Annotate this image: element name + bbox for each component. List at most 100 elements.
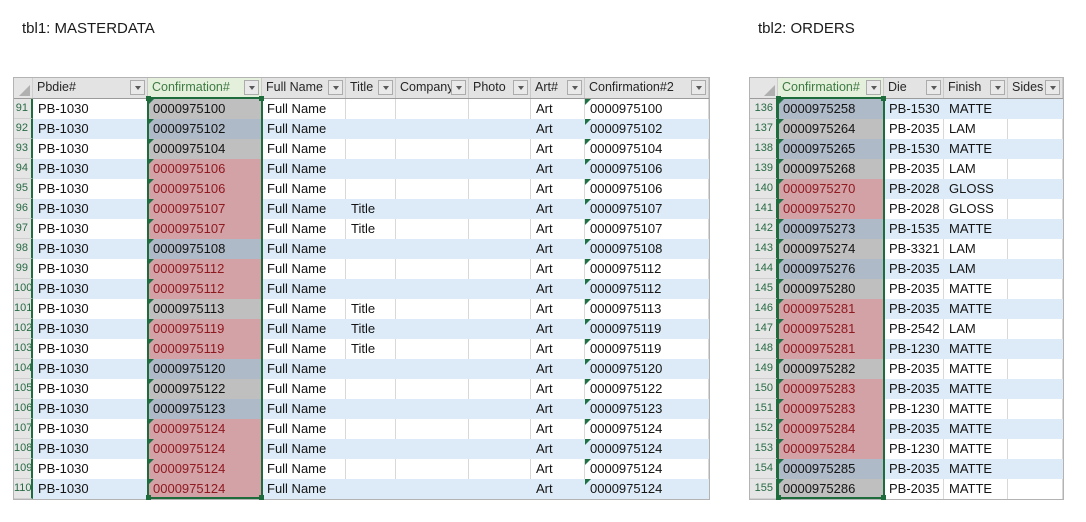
table-cell[interactable]: 0000975281 [778, 299, 884, 319]
table-cell[interactable] [346, 399, 396, 419]
filter-button[interactable] [691, 80, 706, 95]
table-cell[interactable]: PB-2035 [884, 259, 944, 279]
table-cell[interactable]: 0000975112 [148, 259, 262, 279]
table-cell[interactable]: Full Name [262, 239, 346, 259]
row-number[interactable]: 149 [750, 359, 778, 379]
table-cell[interactable]: Title [346, 219, 396, 239]
table-cell[interactable]: PB-1030 [33, 199, 148, 219]
filter-button[interactable] [567, 80, 582, 95]
table-cell[interactable]: Title [346, 199, 396, 219]
table-cell[interactable]: PB-1030 [33, 399, 148, 419]
row-number[interactable]: 143 [750, 239, 778, 259]
table-cell[interactable]: MATTE [944, 339, 1008, 359]
column-header-confirmation-[interactable]: Confirmation# [148, 78, 262, 98]
table-cell[interactable]: 0000975106 [585, 179, 709, 199]
table-cell[interactable]: MATTE [944, 459, 1008, 479]
table-cell[interactable]: MATTE [944, 359, 1008, 379]
table-cell[interactable]: Full Name [262, 259, 346, 279]
column-header-art-[interactable]: Art# [531, 78, 585, 98]
table-cell[interactable]: Art [531, 419, 585, 439]
table-cell[interactable]: Art [531, 479, 585, 499]
table-cell[interactable]: 0000975106 [148, 179, 262, 199]
table-cell[interactable]: 0000975104 [585, 139, 709, 159]
row-number[interactable]: 99 [14, 259, 33, 279]
table-cell[interactable]: LAM [944, 119, 1008, 139]
table-cell[interactable]: 0000975102 [585, 119, 709, 139]
row-number[interactable]: 152 [750, 419, 778, 439]
table-cell[interactable]: Art [531, 259, 585, 279]
table-cell[interactable] [396, 479, 469, 499]
table-cell[interactable] [469, 99, 531, 119]
table-cell[interactable] [1008, 479, 1063, 499]
table-cell[interactable]: PB-1030 [33, 479, 148, 499]
row-number[interactable]: 154 [750, 459, 778, 479]
table-cell[interactable]: 0000975124 [148, 439, 262, 459]
filter-button[interactable] [130, 80, 145, 95]
table-cell[interactable]: Title [346, 319, 396, 339]
table-cell[interactable]: 0000975107 [585, 199, 709, 219]
table-cell[interactable] [346, 379, 396, 399]
table-cell[interactable] [469, 419, 531, 439]
table-cell[interactable] [346, 139, 396, 159]
filter-button[interactable] [866, 80, 881, 95]
table-cell[interactable] [396, 99, 469, 119]
row-number[interactable]: 138 [750, 139, 778, 159]
column-header-photo[interactable]: Photo [469, 78, 531, 98]
table-cell[interactable]: PB-2035 [884, 119, 944, 139]
table-cell[interactable]: 0000975124 [585, 479, 709, 499]
table-cell[interactable]: PB-2035 [884, 299, 944, 319]
table-cell[interactable] [396, 179, 469, 199]
row-number[interactable]: 142 [750, 219, 778, 239]
table-cell[interactable]: PB-2035 [884, 459, 944, 479]
table-cell[interactable]: PB-1030 [33, 179, 148, 199]
table-cell[interactable] [396, 359, 469, 379]
row-number[interactable]: 150 [750, 379, 778, 399]
table-cell[interactable] [1008, 259, 1063, 279]
table-cell[interactable]: 0000975106 [585, 159, 709, 179]
filter-button[interactable] [378, 80, 393, 95]
table-cell[interactable]: Full Name [262, 179, 346, 199]
table-cell[interactable]: Art [531, 219, 585, 239]
table-cell[interactable]: PB-1030 [33, 279, 148, 299]
table-cell[interactable] [346, 159, 396, 179]
table-cell[interactable]: Art [531, 439, 585, 459]
table-cell[interactable]: 0000975122 [585, 379, 709, 399]
table-cell[interactable]: 0000975264 [778, 119, 884, 139]
select-all-corner[interactable] [750, 78, 778, 98]
table-cell[interactable]: PB-1030 [33, 359, 148, 379]
row-number[interactable]: 153 [750, 439, 778, 459]
table-cell[interactable]: 0000975274 [778, 239, 884, 259]
table-cell[interactable]: 0000975106 [148, 159, 262, 179]
table-cell[interactable]: 0000975124 [585, 419, 709, 439]
table-cell[interactable]: Full Name [262, 339, 346, 359]
table-cell[interactable]: Full Name [262, 159, 346, 179]
column-header-die[interactable]: Die [884, 78, 944, 98]
table-cell[interactable]: MATTE [944, 479, 1008, 499]
table-cell[interactable]: Title [346, 299, 396, 319]
table-cell[interactable] [1008, 139, 1063, 159]
table-cell[interactable]: Art [531, 359, 585, 379]
row-number[interactable]: 146 [750, 299, 778, 319]
table-cell[interactable] [396, 239, 469, 259]
table-cell[interactable]: 0000975120 [148, 359, 262, 379]
table-cell[interactable] [396, 419, 469, 439]
filter-button[interactable] [451, 80, 466, 95]
table-cell[interactable]: 0000975124 [148, 479, 262, 499]
table-cell[interactable] [469, 319, 531, 339]
table-cell[interactable]: LAM [944, 239, 1008, 259]
table-cell[interactable]: 0000975107 [585, 219, 709, 239]
table-cell[interactable]: 0000975282 [778, 359, 884, 379]
table-cell[interactable]: Full Name [262, 459, 346, 479]
table-cell[interactable] [346, 179, 396, 199]
table-cell[interactable]: PB-2035 [884, 419, 944, 439]
table-cell[interactable]: PB-1230 [884, 439, 944, 459]
table-cell[interactable]: Art [531, 239, 585, 259]
table-cell[interactable]: 0000975281 [778, 319, 884, 339]
table-cell[interactable]: PB-2035 [884, 359, 944, 379]
table-cell[interactable] [469, 259, 531, 279]
table-cell[interactable]: MATTE [944, 379, 1008, 399]
table-cell[interactable] [346, 359, 396, 379]
row-number[interactable]: 107 [14, 419, 33, 439]
row-number[interactable]: 92 [14, 119, 33, 139]
table-cell[interactable]: PB-1030 [33, 239, 148, 259]
